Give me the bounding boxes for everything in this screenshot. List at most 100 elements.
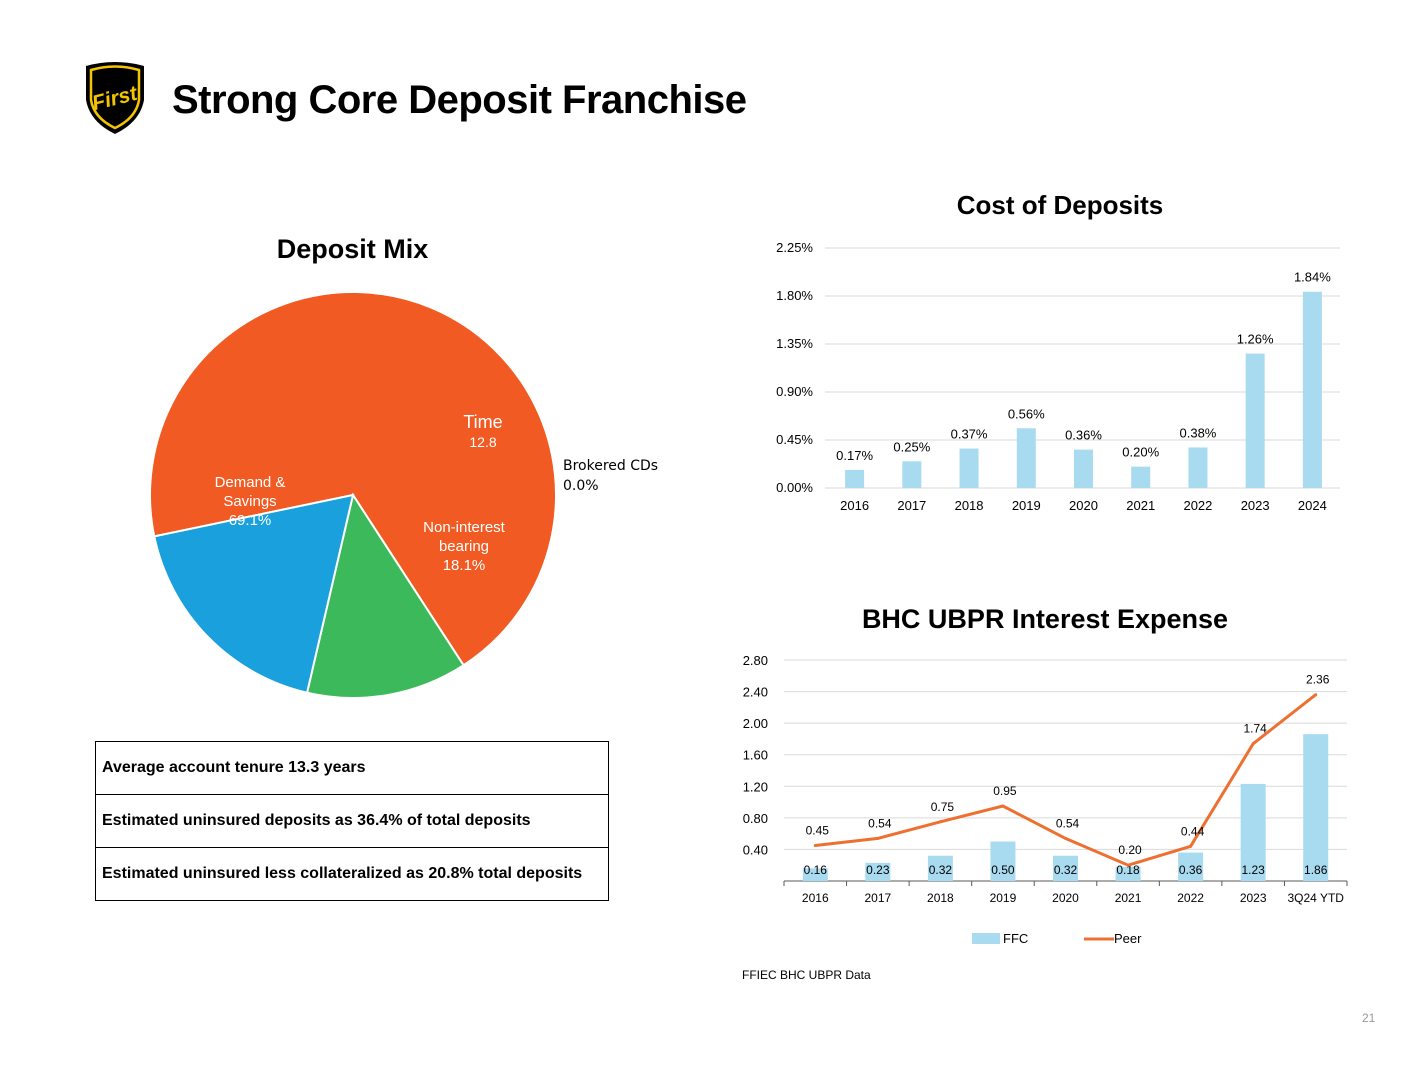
ffc-value-label: 0.32: [1054, 863, 1078, 877]
peer-value-label: 0.54: [1056, 816, 1080, 830]
peer-point-2018: [938, 820, 942, 824]
cost-value-label: 0.37%: [951, 427, 988, 442]
pie-label-time-name: Time: [463, 412, 503, 432]
pie-label-time: Time 12.8: [443, 411, 523, 452]
pie-label-noninterest: Non-interest bearing 18.1%: [408, 518, 520, 575]
deposit-mix-pie: [149, 291, 557, 699]
peer-point-2016: [813, 843, 817, 847]
peer-value-label: 0.95: [993, 784, 1017, 798]
cost-value-label: 0.36%: [1065, 428, 1102, 443]
legend-ffc-swatch: [972, 933, 1000, 944]
peer-value-label: 0.44: [1181, 824, 1205, 838]
table-row: Average account tenure 13.3 years: [95, 741, 609, 795]
ffc-value-label: 0.23: [866, 863, 890, 877]
legend-ffc-label: FFC: [1003, 931, 1028, 946]
peer-point-2023: [1251, 742, 1255, 746]
ffc-bar-2018: [927, 855, 953, 881]
ffc-bar-2016: [802, 868, 828, 881]
int-ytick-label: 2.40: [743, 685, 768, 700]
ffc-bar-2020: [1053, 855, 1078, 881]
cost-bar-2020: [1074, 449, 1093, 488]
deposit-mix-title: Deposit Mix: [276, 234, 429, 264]
int-xtick-label: 2018: [927, 891, 954, 905]
cost-ytick-label: 0.90%: [776, 384, 813, 399]
ffc-bar-2019: [990, 841, 1016, 881]
peer-value-label: 0.45: [806, 823, 830, 837]
source-note: FFIEC BHC UBPR Data: [742, 968, 871, 982]
peer-point-2017: [876, 836, 880, 840]
cost-of-deposits-title: Cost of Deposits: [956, 190, 1164, 220]
ffc-bar-2017: [865, 862, 891, 881]
legend-peer-label: Peer: [1114, 931, 1142, 946]
cost-of-deposits-chart: 0.00% 0.45% 0.90% 1.35% 1.80% 2.25% 0.17% 2016 0…: [776, 240, 1340, 513]
ffc-value-label: 0.50: [991, 863, 1015, 877]
cost-xtick-label: 2021: [1126, 498, 1155, 513]
int-xtick-label: 2021: [1115, 891, 1142, 905]
ffc-value-label: 0.32: [929, 863, 953, 877]
pie-slice-demand-savings: [149, 291, 557, 667]
int-ytick-label: 1.60: [743, 748, 768, 763]
pie-label-brokered-value: 0.0%: [563, 478, 599, 494]
pie-label-noninterest-line2: bearing: [438, 538, 490, 555]
pie-label-demand: Demand & Savings 69.1%: [195, 473, 305, 530]
cost-value-label: 0.56%: [1008, 406, 1045, 421]
ffc-bar-2022: [1178, 852, 1204, 881]
peer-value-label: 0.54: [868, 816, 892, 830]
cost-ytick-label: 1.80%: [776, 288, 813, 303]
peer-point-2020: [1064, 836, 1067, 840]
cost-bar-2019: [1016, 428, 1036, 488]
pie-label-noninterest-line1: Non-interest: [423, 519, 505, 536]
int-xtick-label: 2023: [1240, 891, 1267, 905]
cost-ytick-label: 1.35%: [776, 336, 813, 351]
table-row: Estimated uninsured less collateralized …: [95, 847, 609, 901]
peer-value-label: 0.75: [931, 800, 955, 814]
cost-value-label: 0.20%: [1122, 445, 1159, 460]
cost-bar-2024: [1302, 291, 1322, 488]
cost-value-label: 0.25%: [893, 439, 930, 454]
fact-uninsured-less-collateralized: Estimated uninsured less collateralized …: [95, 847, 609, 901]
cost-ytick-label: 0.00%: [776, 480, 813, 495]
ffc-value-label: 1.23: [1241, 863, 1265, 877]
pie-label-demand-value: 69.1%: [228, 512, 272, 529]
cost-bar-2022: [1188, 447, 1208, 488]
ffc-value-label: 0.18: [1116, 863, 1140, 877]
int-ytick-label: 2.80: [743, 653, 768, 668]
cost-bar-2016: [845, 469, 865, 488]
int-xtick-label: 2016: [802, 891, 829, 905]
ffc-value-label: 0.16: [804, 863, 828, 877]
cost-xtick-label: 2019: [1012, 498, 1041, 513]
int-ytick-label: 0.40: [743, 842, 768, 857]
cost-xtick-label: 2018: [955, 498, 984, 513]
peer-value-label: 1.74: [1243, 722, 1267, 736]
cost-xtick-label: 2023: [1241, 498, 1270, 513]
ffc-bar-2021: [1115, 866, 1141, 881]
int-xtick-label: 2019: [990, 891, 1017, 905]
cost-value-label: 1.26%: [1237, 332, 1274, 347]
peer-point-2022: [1189, 844, 1193, 848]
cost-bar-2017: [902, 461, 922, 488]
table-row: Estimated uninsured deposits as 36.4% of…: [95, 794, 609, 848]
cost-value-label: 0.17%: [836, 448, 873, 463]
ffc-bar-3Q24 YTD: [1303, 734, 1329, 881]
int-xtick-label: 3Q24 YTD: [1287, 891, 1344, 905]
cost-bar-2021: [1131, 466, 1151, 488]
int-xtick-label: 2022: [1177, 891, 1204, 905]
pie-label-demand-line1: Demand &: [214, 474, 286, 491]
pie-slice-time: [305, 492, 465, 699]
pie-label-demand-line2: Savings: [223, 493, 277, 510]
peer-point-2021: [1126, 863, 1130, 867]
int-ytick-label: 0.80: [743, 811, 768, 826]
peer-value-label: 0.20: [1118, 843, 1142, 857]
cost-value-label: 0.38%: [1180, 425, 1217, 440]
cost-value-label: 1.84%: [1294, 270, 1331, 285]
pie-label-noninterest-value: 18.1%: [442, 557, 486, 574]
fact-uninsured-deposits: Estimated uninsured deposits as 36.4% of…: [95, 794, 609, 848]
pie-slice-non-interest-bearing: [153, 493, 355, 694]
ffc-bar-2023: [1240, 783, 1266, 881]
cost-ytick-label: 0.45%: [776, 432, 813, 447]
peer-value-label: 2.36: [1306, 673, 1330, 687]
pie-label-brokered-name: Brokered CDs: [563, 458, 659, 474]
page-number: 21: [1362, 1011, 1376, 1025]
interest-expense-title: BHC UBPR Interest Expense: [861, 604, 1229, 634]
logo-gold-border: [89, 65, 141, 130]
